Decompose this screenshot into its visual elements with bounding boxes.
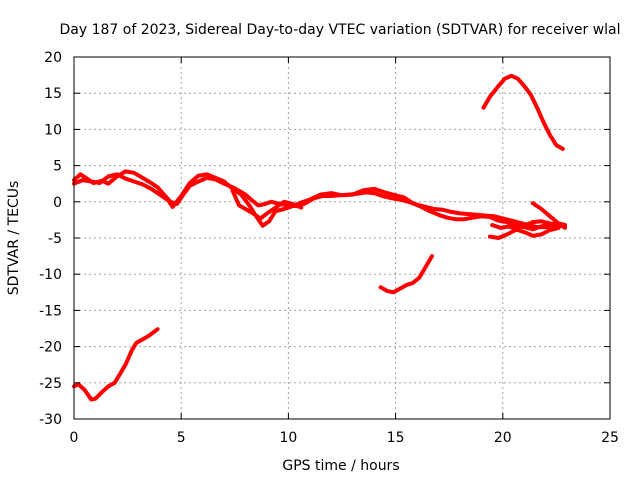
y-tick-label: -25 (39, 376, 62, 392)
y-tick-label: 0 (53, 195, 62, 211)
series-arc-late-lower (487, 219, 567, 240)
chart-title: Day 187 of 2023, Sidereal Day-to-day VTE… (59, 22, 620, 38)
y-tick-label: -30 (39, 412, 62, 428)
x-tick-label: 10 (279, 430, 297, 446)
series-arc-mid-negative (378, 254, 434, 295)
y-tick-label: -15 (39, 303, 62, 319)
y-tick-label: -10 (39, 267, 62, 283)
ticks: 0 5 10 15 20 25 -30 -25 -20 -15 -10 -5 0 5 10 15 20 (39, 50, 619, 446)
x-tick-label: 20 (494, 430, 512, 446)
x-axis-label: GPS time / hours (282, 458, 399, 474)
x-tick-label: 5 (177, 430, 186, 446)
y-tick-label: 5 (53, 159, 62, 175)
y-tick-label: 10 (44, 122, 62, 138)
series-arc-main-3 (230, 188, 304, 221)
series-arc-late-upper (490, 223, 561, 238)
x-tick-label: 0 (70, 430, 79, 446)
y-tick-label: -20 (39, 340, 62, 356)
grid (74, 57, 610, 419)
series-arc-late-drop (530, 201, 567, 230)
y-tick-label: 15 (44, 86, 62, 102)
x-tick-label: 15 (387, 430, 405, 446)
y-axis-label: SDTVAR / TECUs (6, 181, 22, 296)
y-tick-label: -5 (48, 231, 62, 247)
y-tick-label: 20 (44, 50, 62, 66)
series-arc-high-positive (481, 73, 565, 151)
x-tick-label: 25 (601, 430, 619, 446)
series-arc-main-2 (72, 172, 567, 232)
series-arc-early-negative (72, 327, 160, 402)
series-layer (72, 73, 567, 402)
